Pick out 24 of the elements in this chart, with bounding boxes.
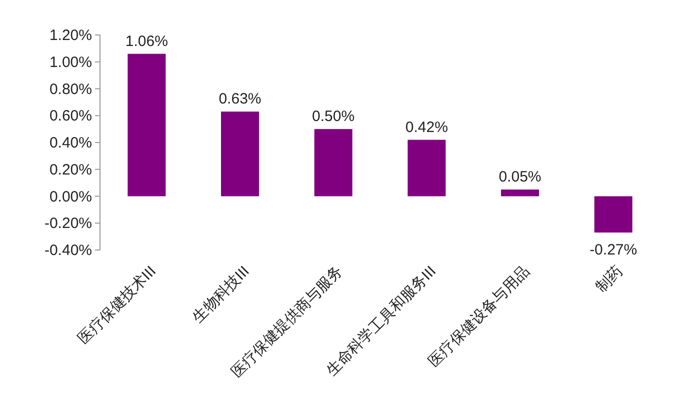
bar (314, 129, 352, 196)
y-tick-label: 0.00% (49, 188, 92, 206)
bar (128, 54, 166, 196)
y-tick-label: -0.40% (44, 242, 92, 259)
data-label: 1.06% (125, 32, 168, 50)
bar (594, 196, 632, 233)
y-tick-label: 0.20% (49, 161, 92, 178)
bar (221, 112, 259, 196)
x-tick-label: 生物科技III (190, 262, 253, 326)
data-label: -0.27% (590, 242, 638, 259)
y-tick-label: 0.80% (49, 80, 92, 98)
y-tick-label: 1.20% (49, 27, 92, 44)
bar (501, 190, 539, 196)
y-tick-label: 1.00% (49, 54, 92, 71)
bar (408, 140, 446, 196)
y-tick-label: -0.20% (44, 215, 92, 232)
data-label: 0.50% (312, 108, 355, 126)
data-label: 0.05% (498, 168, 542, 186)
x-tick-label: 医疗保健技术III (74, 262, 160, 348)
x-tick-label: 制药 (592, 262, 626, 296)
data-label: 0.63% (218, 90, 262, 108)
y-tick-label: 0.60% (49, 108, 92, 125)
y-tick-label: 0.40% (49, 134, 92, 152)
data-label: 0.42% (405, 118, 448, 136)
